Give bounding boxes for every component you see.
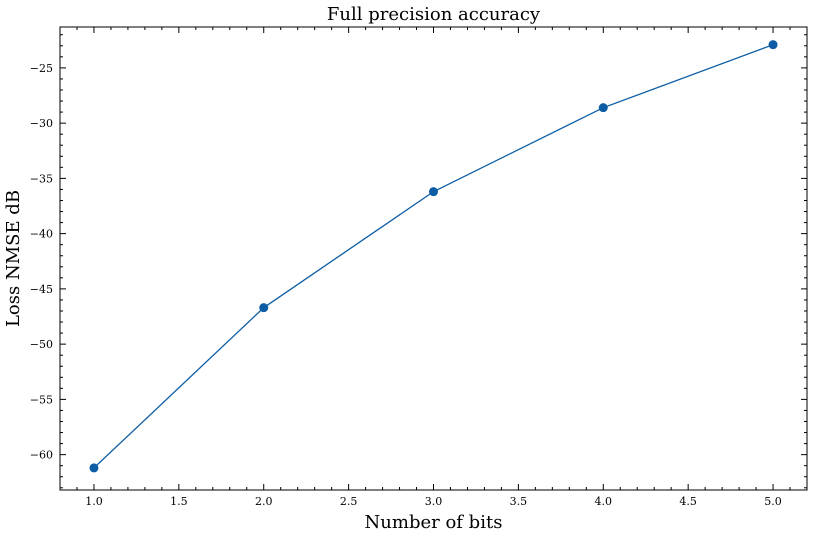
y-tick-label: −35 bbox=[30, 172, 53, 185]
axis-ticks bbox=[59, 27, 808, 490]
y-axis-label: Loss NMSE dB bbox=[3, 190, 24, 327]
y-tick-label: −55 bbox=[30, 393, 53, 406]
x-tick-label: 3.0 bbox=[425, 495, 443, 508]
data-point bbox=[89, 463, 99, 473]
series-line bbox=[93, 44, 774, 469]
x-tick-label: 2.5 bbox=[340, 495, 358, 508]
x-tick-label: 2.0 bbox=[255, 495, 273, 508]
chart-title: Full precision accuracy bbox=[327, 4, 541, 25]
y-tick-label: −30 bbox=[30, 117, 53, 130]
plot-frame bbox=[59, 26, 808, 491]
x-tick-label: 1.5 bbox=[170, 495, 188, 508]
x-tick-label: 4.5 bbox=[679, 495, 697, 508]
data-point bbox=[768, 40, 778, 50]
x-tick-label: 1.0 bbox=[85, 495, 103, 508]
data-point bbox=[429, 187, 438, 197]
y-tick-label: −25 bbox=[30, 62, 53, 75]
y-tick-label: −40 bbox=[30, 228, 53, 241]
tick-labels: 1.0 1.5 2.0 2.5 3.0 3.5 4.0 4.5 5.0 −60 −55 −50 −45 −… bbox=[30, 62, 782, 508]
x-tick-label: 5.0 bbox=[764, 495, 782, 508]
data-point bbox=[259, 303, 269, 313]
data-point bbox=[598, 103, 608, 113]
x-tick-label: 4.0 bbox=[595, 495, 613, 508]
y-tick-label: −50 bbox=[30, 338, 53, 351]
series-layer bbox=[89, 40, 778, 473]
y-tick-label: −60 bbox=[30, 449, 53, 462]
y-tick-label: −45 bbox=[30, 283, 53, 296]
x-tick-label: 3.5 bbox=[510, 495, 528, 508]
x-axis-label: Number of bits bbox=[365, 512, 503, 533]
